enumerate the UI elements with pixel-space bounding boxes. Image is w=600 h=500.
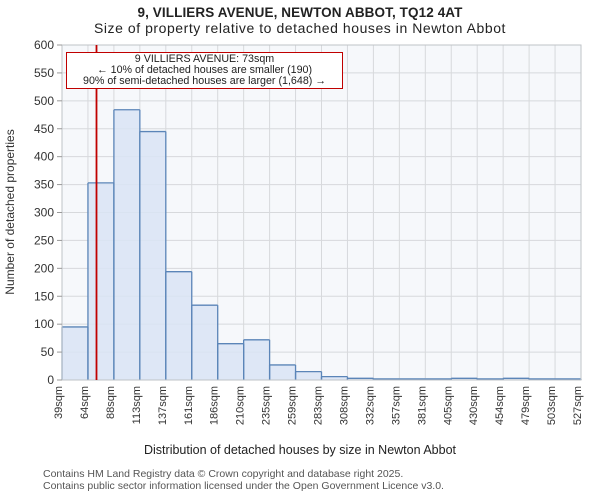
- svg-text:64sqm: 64sqm: [79, 386, 91, 419]
- svg-text:50: 50: [41, 345, 55, 359]
- svg-text:500: 500: [34, 94, 54, 108]
- svg-text:210sqm: 210sqm: [235, 386, 247, 425]
- svg-text:600: 600: [34, 38, 54, 52]
- svg-text:332sqm: 332sqm: [364, 386, 376, 425]
- svg-text:357sqm: 357sqm: [390, 386, 402, 425]
- svg-text:400: 400: [34, 150, 54, 164]
- svg-text:283sqm: 283sqm: [313, 386, 325, 425]
- svg-text:300: 300: [34, 206, 54, 220]
- svg-text:430sqm: 430sqm: [468, 386, 480, 425]
- svg-text:479sqm: 479sqm: [520, 386, 532, 425]
- svg-text:550: 550: [34, 66, 54, 80]
- svg-text:235sqm: 235sqm: [261, 386, 273, 425]
- svg-text:250: 250: [34, 233, 54, 247]
- svg-text:527sqm: 527sqm: [572, 386, 584, 425]
- svg-text:381sqm: 381sqm: [416, 386, 428, 425]
- svg-text:88sqm: 88sqm: [105, 386, 117, 419]
- svg-text:186sqm: 186sqm: [209, 386, 221, 425]
- svg-text:137sqm: 137sqm: [157, 386, 169, 425]
- svg-text:100: 100: [34, 317, 54, 331]
- svg-text:113sqm: 113sqm: [131, 386, 143, 424]
- svg-text:200: 200: [34, 261, 54, 275]
- svg-text:161sqm: 161sqm: [183, 386, 195, 425]
- svg-text:39sqm: 39sqm: [53, 386, 65, 419]
- svg-text:454sqm: 454sqm: [494, 386, 506, 425]
- svg-text:450: 450: [34, 122, 54, 136]
- svg-text:308sqm: 308sqm: [338, 386, 350, 425]
- svg-text:350: 350: [34, 178, 54, 192]
- svg-text:150: 150: [34, 289, 54, 303]
- svg-text:259sqm: 259sqm: [287, 386, 299, 425]
- svg-text:0: 0: [47, 373, 54, 387]
- svg-text:405sqm: 405sqm: [442, 386, 454, 425]
- svg-text:503sqm: 503sqm: [546, 386, 558, 425]
